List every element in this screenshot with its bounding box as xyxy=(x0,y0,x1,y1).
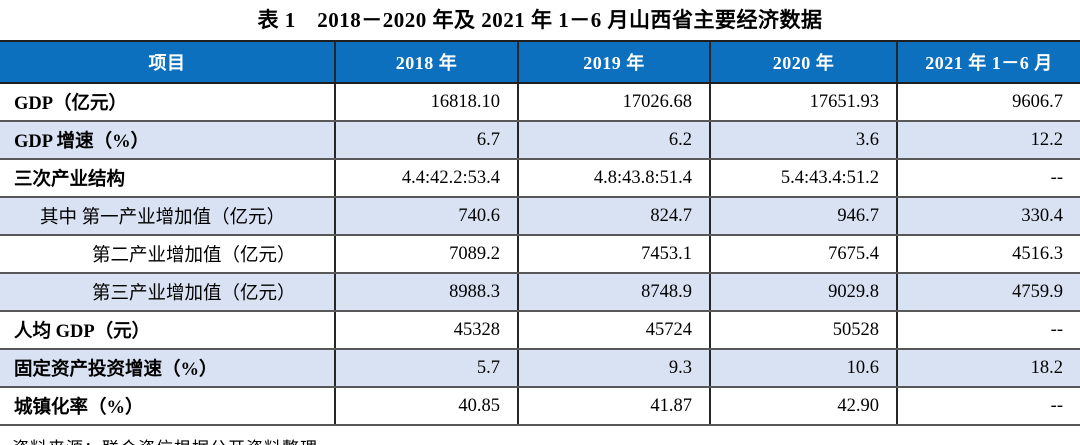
cell-value: 50528 xyxy=(709,311,897,350)
cell-value: 6.2 xyxy=(517,121,710,160)
header-year-2019: 2019 年 xyxy=(517,40,710,84)
economic-data-table: 项目 2018 年 2019 年 2020 年 2021 年 1－6 月 GDP… xyxy=(0,40,1080,426)
header-item-column: 项目 xyxy=(0,40,335,84)
cell-value: 740.6 xyxy=(334,197,518,236)
cell-value: 10.6 xyxy=(709,349,897,388)
cell-value: 824.7 xyxy=(517,197,710,236)
cell-value: 6.7 xyxy=(334,121,518,160)
cell-value: -- xyxy=(896,311,1080,350)
table-row-industry-structure: 三次产业结构 4.4:42.2:53.4 4.8:43.8:51.4 5.4:4… xyxy=(0,159,1080,198)
table-row-urbanization-rate: 城镇化率（%） 40.85 41.87 42.90 -- xyxy=(0,387,1080,426)
cell-value: 16818.10 xyxy=(334,83,518,122)
data-source-note: 资料来源：联合资信根据公开资料整理 xyxy=(0,426,1080,445)
cell-value: 9606.7 xyxy=(896,83,1080,122)
cell-value: 946.7 xyxy=(709,197,897,236)
cell-value: 41.87 xyxy=(517,387,710,426)
row-label: GDP 增速（%） xyxy=(0,121,335,160)
cell-value: 7453.1 xyxy=(517,235,710,274)
table-row-tertiary-industry: 第三产业增加值（亿元） 8988.3 8748.9 9029.8 4759.9 xyxy=(0,273,1080,312)
cell-value: 4.8:43.8:51.4 xyxy=(517,159,710,198)
table-title: 表 1 2018－2020 年及 2021 年 1－6 月山西省主要经济数据 xyxy=(257,8,823,32)
cell-value: 17651.93 xyxy=(709,83,897,122)
cell-value: 3.6 xyxy=(709,121,897,160)
row-label: 第二产业增加值（亿元） xyxy=(0,235,335,274)
row-label: 三次产业结构 xyxy=(0,159,335,198)
table-row-secondary-industry: 第二产业增加值（亿元） 7089.2 7453.1 7675.4 4516.3 xyxy=(0,235,1080,274)
cell-value: 42.90 xyxy=(709,387,897,426)
cell-value: 330.4 xyxy=(896,197,1080,236)
cell-value: -- xyxy=(896,159,1080,198)
row-label: 城镇化率（%） xyxy=(0,387,335,426)
row-label: 人均 GDP（元） xyxy=(0,311,335,350)
cell-value: 18.2 xyxy=(896,349,1080,388)
row-label: GDP（亿元） xyxy=(0,83,335,122)
cell-value: 9.3 xyxy=(517,349,710,388)
row-label: 其中 第一产业增加值（亿元） xyxy=(0,197,335,236)
cell-value: 4759.9 xyxy=(896,273,1080,312)
cell-value: 7089.2 xyxy=(334,235,518,274)
table-row-gdp: GDP（亿元） 16818.10 17026.68 17651.93 9606.… xyxy=(0,83,1080,122)
header-year-2020: 2020 年 xyxy=(709,40,897,84)
cell-value: 4516.3 xyxy=(896,235,1080,274)
cell-value: 8988.3 xyxy=(334,273,518,312)
cell-value: 40.85 xyxy=(334,387,518,426)
cell-value: 4.4:42.2:53.4 xyxy=(334,159,518,198)
table-header-row: 项目 2018 年 2019 年 2020 年 2021 年 1－6 月 xyxy=(0,40,1080,84)
table-row-gdp-growth: GDP 增速（%） 6.7 6.2 3.6 12.2 xyxy=(0,121,1080,160)
cell-value: 45328 xyxy=(334,311,518,350)
table-row-primary-industry: 其中 第一产业增加值（亿元） 740.6 824.7 946.7 330.4 xyxy=(0,197,1080,236)
cell-value: 9029.8 xyxy=(709,273,897,312)
cell-value: 12.2 xyxy=(896,121,1080,160)
cell-value: -- xyxy=(896,387,1080,426)
cell-value: 8748.9 xyxy=(517,273,710,312)
header-year-2018: 2018 年 xyxy=(334,40,518,84)
table-row-gdp-per-capita: 人均 GDP（元） 45328 45724 50528 -- xyxy=(0,311,1080,350)
row-label: 第三产业增加值（亿元） xyxy=(0,273,335,312)
cell-value: 5.7 xyxy=(334,349,518,388)
cell-value: 17026.68 xyxy=(517,83,710,122)
table-row-fixed-asset-investment-growth: 固定资产投资增速（%） 5.7 9.3 10.6 18.2 xyxy=(0,349,1080,388)
row-label: 固定资产投资增速（%） xyxy=(0,349,335,388)
cell-value: 5.4:43.4:51.2 xyxy=(709,159,897,198)
cell-value: 7675.4 xyxy=(709,235,897,274)
header-2021-jan-jun: 2021 年 1－6 月 xyxy=(896,40,1080,84)
cell-value: 45724 xyxy=(517,311,710,350)
